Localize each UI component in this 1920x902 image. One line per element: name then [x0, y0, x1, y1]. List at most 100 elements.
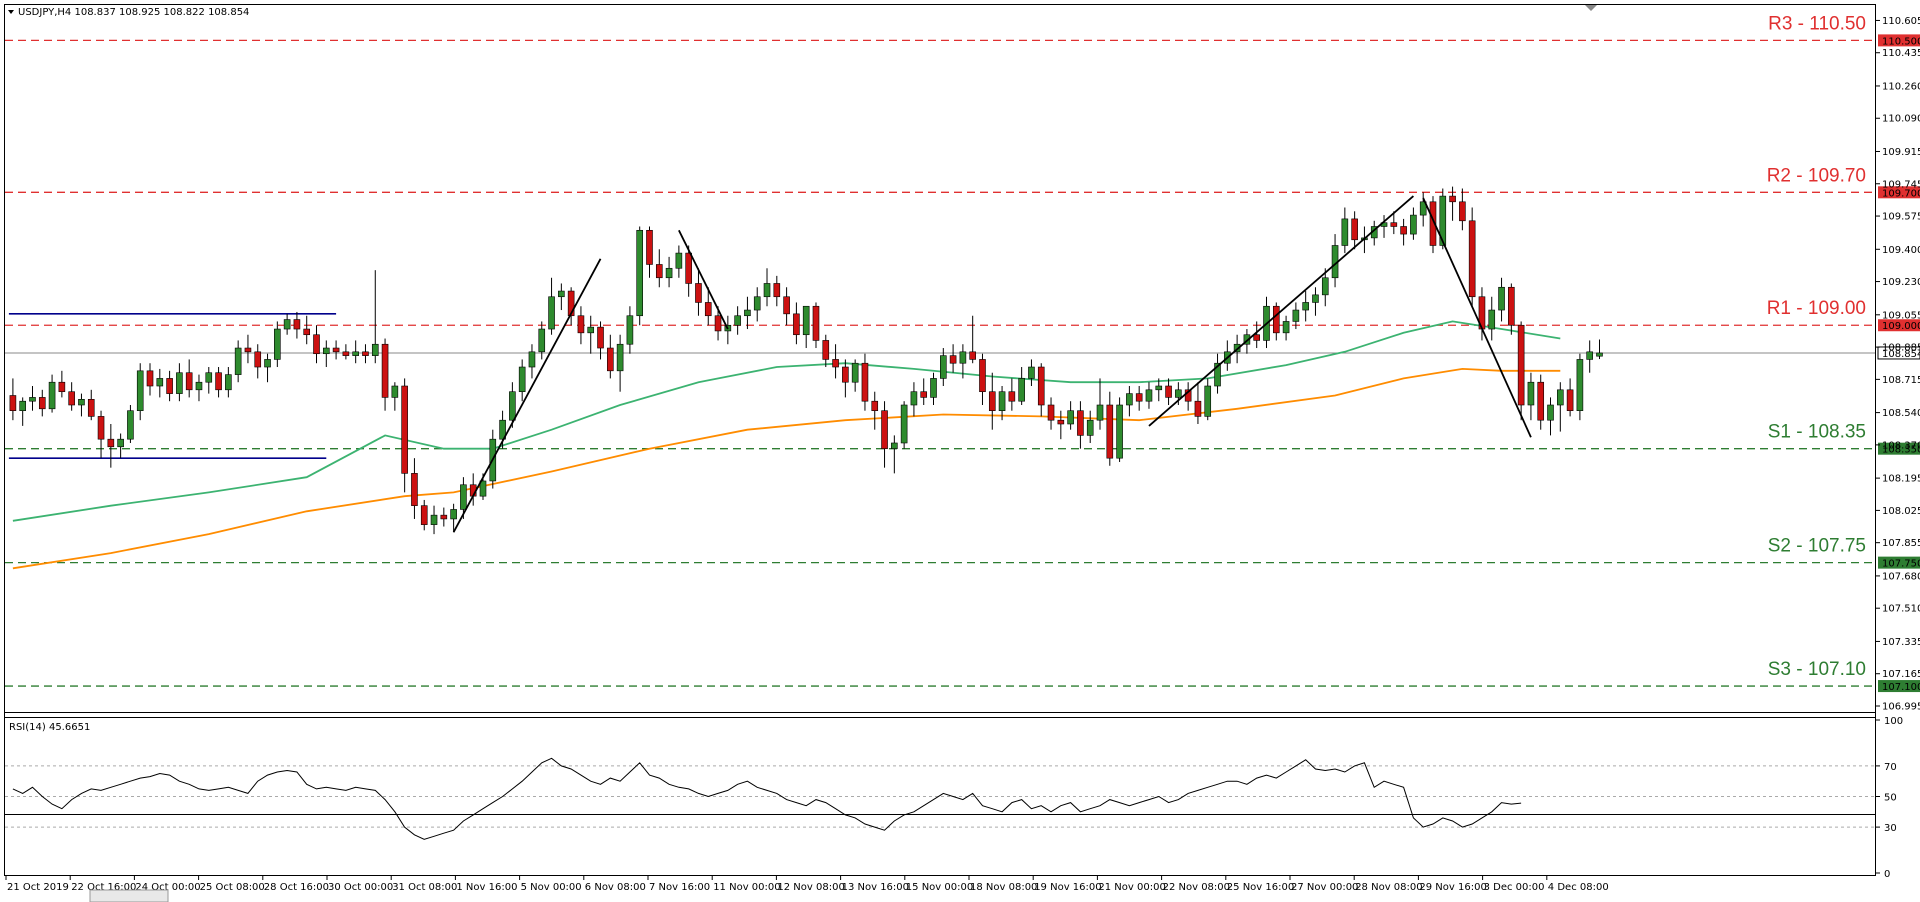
candle-body: [1321, 277, 1329, 296]
candle-body: [185, 372, 193, 391]
candle-body: [283, 319, 291, 330]
time-tick-label: 21 Nov 00:00: [1098, 882, 1165, 893]
dropdown-arrow-icon[interactable]: [8, 10, 14, 14]
candle-body: [812, 305, 820, 341]
candle-body: [920, 391, 928, 398]
candle-body: [1126, 393, 1133, 406]
candle-body: [215, 372, 222, 391]
candle-body: [930, 378, 937, 398]
price-tick-label: 109.400: [1882, 245, 1920, 256]
candle-body: [1008, 391, 1016, 402]
candle-body: [9, 395, 17, 411]
candle-body: [107, 438, 115, 448]
candle-body: [1018, 378, 1025, 402]
time-tick-label: 11 Nov 00:00: [713, 882, 780, 893]
time-tick-label: 27 Nov 00:00: [1291, 882, 1358, 893]
candle-body: [313, 334, 320, 355]
candle-body: [988, 391, 996, 411]
symbol-header: USDJPY,H4 108.837 108.925 108.822 108.85…: [18, 7, 249, 18]
candle-body: [783, 296, 790, 315]
candle-body: [48, 381, 56, 410]
candle-body: [577, 315, 585, 334]
candle-body: [1449, 195, 1456, 203]
candle-body: [881, 410, 888, 449]
candle-body: [68, 391, 75, 406]
candle-body: [1155, 385, 1163, 391]
candle-body: [460, 484, 467, 510]
candle-body: [1145, 389, 1153, 402]
candle-body: [479, 480, 487, 497]
candle-body: [528, 351, 536, 368]
price-tick-label: 107.510: [1882, 604, 1920, 615]
price-tick-label: 110.435: [1882, 48, 1920, 59]
price-tick-label: 110.605: [1882, 16, 1920, 27]
time-tick-label: 7 Nov 16:00: [649, 882, 710, 893]
candle-body: [704, 302, 712, 317]
candle-body: [1439, 195, 1447, 246]
candle-body: [401, 385, 408, 474]
level-price-box: [1878, 442, 1920, 455]
candle-body: [538, 328, 546, 353]
candle-body: [1596, 352, 1603, 357]
level-price-label: 109.700: [1882, 188, 1920, 199]
price-tick-label: 109.575: [1882, 212, 1920, 223]
price-tick-label: 109.915: [1882, 147, 1920, 158]
candle-body: [430, 514, 438, 525]
candle-body: [822, 340, 830, 360]
candle-body: [1086, 419, 1094, 436]
candle-body: [1586, 351, 1593, 360]
candle-body: [1175, 389, 1182, 398]
candle-body: [1204, 385, 1212, 417]
candle-body: [1272, 305, 1280, 334]
rsi-line: [12, 757, 1522, 840]
candle-body: [1419, 201, 1427, 216]
level-price-box: [1878, 34, 1920, 47]
current-price-box: [1877, 346, 1920, 360]
candle-body: [1341, 218, 1349, 246]
level-label: R3 - 110.50: [1768, 13, 1866, 34]
price-tick-label: 110.090: [1882, 114, 1920, 125]
candle-body: [1302, 302, 1309, 311]
candle-body: [1282, 321, 1290, 334]
price-panel-frame: [4, 4, 1876, 815]
candle-body: [1165, 385, 1172, 398]
candle-body: [293, 319, 301, 330]
level-price-box: [1878, 186, 1920, 199]
candle-body: [802, 305, 810, 336]
rsi-header: RSI(14) 45.6651: [9, 722, 90, 733]
time-tick-label: 28 Oct 16:00: [264, 882, 329, 893]
candle-body: [1233, 343, 1241, 353]
candle-body: [58, 381, 66, 393]
candle-body: [362, 351, 369, 356]
candle-body: [1077, 410, 1084, 436]
bottom-tab[interactable]: [89, 889, 169, 902]
candle-body: [1351, 218, 1358, 241]
price-tick-label: 108.195: [1882, 474, 1920, 485]
candle-body: [1028, 366, 1035, 379]
candle-body: [636, 229, 643, 317]
candle-body: [1135, 393, 1143, 402]
trendlines-layer: [452, 195, 1532, 533]
candle-body: [1508, 286, 1515, 326]
candle-body: [891, 442, 898, 449]
level-price-label: 107.750: [1882, 559, 1920, 570]
candle-body: [166, 378, 173, 394]
time-tick-label: 1 Nov 16:00: [456, 882, 517, 893]
scroll-marker-icon[interactable]: [1585, 5, 1597, 11]
candle-body: [1459, 201, 1466, 222]
levels-layer: R3 - 110.50 110.500 R2 - 109.70 109.700 R1 -…: [5, 13, 1920, 693]
candle-body: [176, 372, 183, 394]
candle-body: [274, 328, 281, 360]
candle-body: [303, 328, 311, 336]
candle-body: [832, 359, 839, 368]
candle-body: [1057, 419, 1065, 425]
candle-body: [1312, 294, 1319, 303]
candle-body: [78, 399, 85, 406]
time-tick-label: 29 Nov 16:00: [1419, 882, 1486, 893]
candle-body: [842, 366, 849, 383]
price-tick-label: 109.745: [1882, 179, 1920, 190]
rsi-panel-frame: [4, 717, 1876, 876]
level-price-label: 108.350: [1882, 445, 1920, 456]
time-tick-label: 25 Oct 08:00: [200, 882, 265, 893]
candle-body: [1468, 220, 1476, 298]
